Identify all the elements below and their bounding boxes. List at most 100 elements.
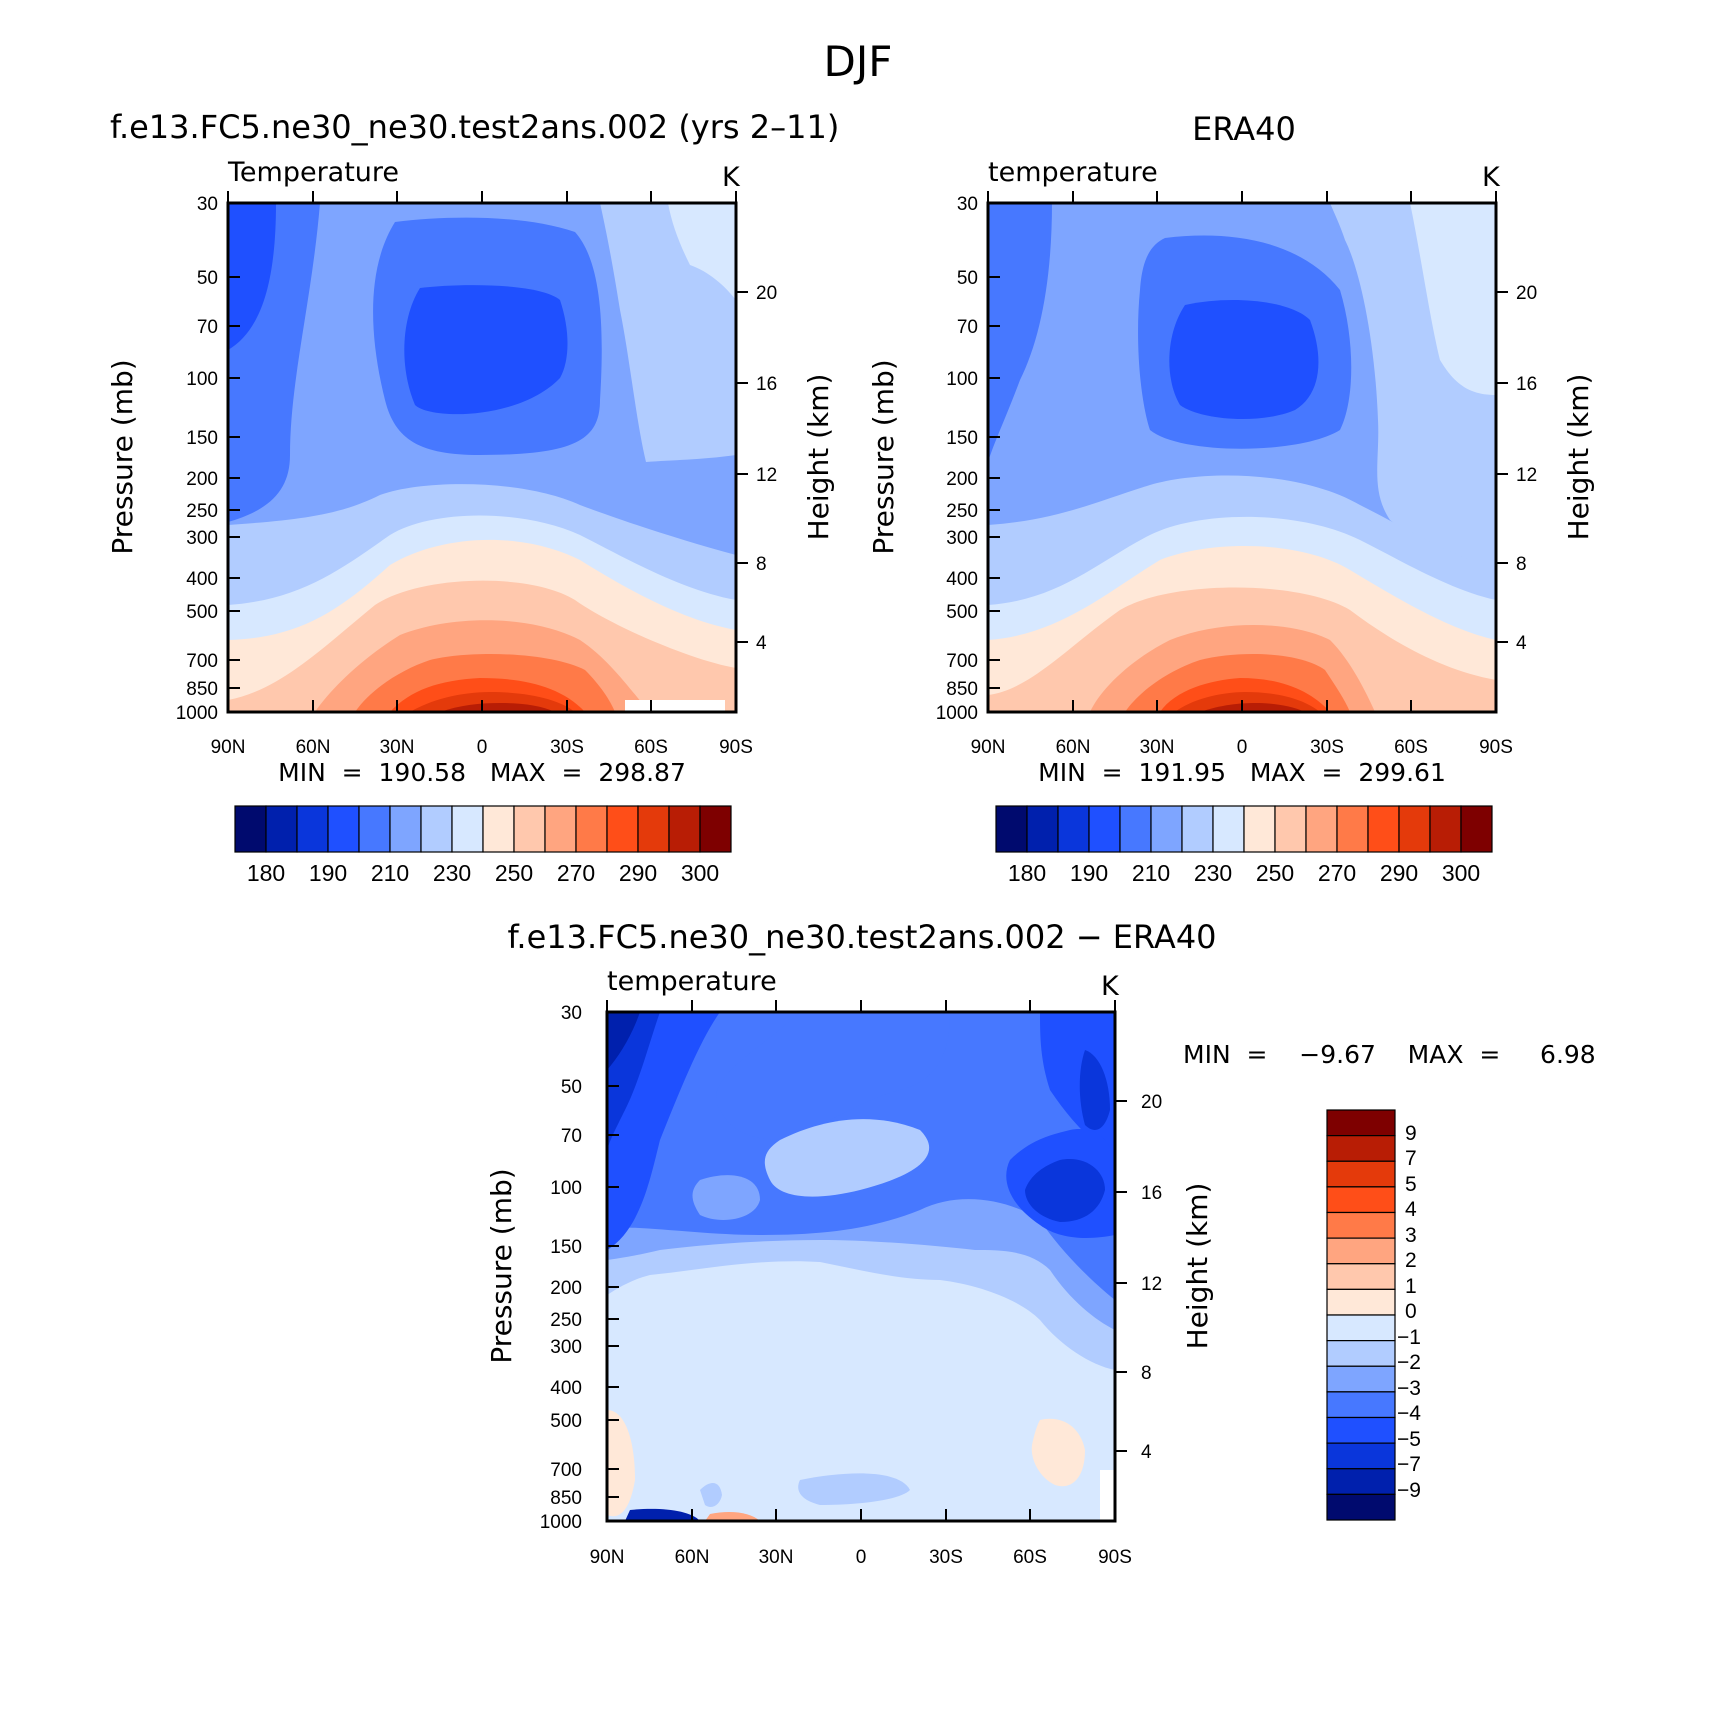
colorbar-tick-label: 270 [1318, 860, 1356, 886]
contour-fill-m9-nh [607, 1012, 640, 1070]
y2-tick-label: 8 [1141, 1363, 1152, 1384]
colorbar-swatch [1326, 1186, 1396, 1214]
y-tick-label: 400 [946, 569, 978, 590]
colorbar-swatch [1088, 805, 1121, 853]
colorbar-tick-label: 0 [1405, 1300, 1417, 1323]
y-tick-label: 30 [957, 194, 978, 215]
contour-fill-210-nh [988, 203, 1052, 462]
contour-fill-240-sh [1410, 203, 1496, 395]
colorbar-swatch [234, 805, 267, 853]
colorbar-swatch [327, 805, 360, 853]
colorbar-swatch [1326, 1263, 1396, 1290]
x-tick-label: 60N [296, 737, 331, 758]
colorbar-tick-label: −5 [1397, 1428, 1421, 1451]
panel-era40-title: ERA40 [1192, 110, 1296, 148]
y-tick-label: 1000 [936, 703, 978, 724]
colorbar-swatch [1326, 1237, 1396, 1265]
x-tick-label: 0 [1237, 737, 1248, 758]
x-tick-label: 30S [929, 1547, 963, 1568]
panel-model-title: f.e13.FC5.ne30_ne30.test2ans.002 (yrs 2–… [110, 108, 839, 146]
contour-fill-0-1-sh [1031, 1418, 1085, 1487]
colorbar-swatch [1326, 1468, 1396, 1495]
colorbar-tick-label: 1 [1405, 1275, 1417, 1298]
colorbar-swatch [544, 805, 577, 853]
colorbar-swatch [1336, 805, 1369, 853]
y-tick-label: 50 [561, 1077, 582, 1098]
y-tick-label: 200 [550, 1278, 582, 1299]
colorbar-swatch [1181, 805, 1214, 853]
missing-data-gap [625, 700, 725, 712]
y-tick-label: 400 [550, 1378, 582, 1399]
colorbar-swatch [1326, 1416, 1396, 1444]
colorbar-model: 180 190 210 230 250 270 290 300 [234, 805, 732, 886]
y2-tick-label: 4 [1141, 1442, 1152, 1463]
x-tick-label: 60N [675, 1547, 710, 1568]
colorbar-tick-label: 210 [371, 860, 409, 886]
y-tick-label: 500 [946, 602, 978, 623]
contour-fill-m4-upper [716, 1012, 950, 1140]
colorbar-swatch [668, 805, 701, 853]
figure-title: DJF [824, 37, 893, 86]
y2-tick-label: 20 [756, 283, 777, 304]
y2-axis-label: Height (km) [1181, 1183, 1214, 1350]
colorbar-swatch [451, 805, 484, 853]
y2-tick-label: 16 [1141, 1183, 1162, 1204]
colorbar-swatch [1326, 1211, 1396, 1239]
panel-model-variable: Temperature [227, 157, 399, 188]
y2-tick-label: 20 [1516, 283, 1537, 304]
colorbar-tick-label: −2 [1397, 1351, 1421, 1374]
y-tick-label: 30 [197, 194, 218, 215]
colorbar-swatch [1326, 1160, 1396, 1188]
contour-fill-2-sfc [705, 1512, 760, 1521]
contour-fill-200-nh [228, 203, 276, 350]
y-tick-label: 700 [946, 651, 978, 672]
colorbar-tick-label: 4 [1405, 1198, 1417, 1221]
y2-tick-label: 16 [1516, 374, 1537, 395]
y-tick-label: 100 [550, 1178, 582, 1199]
colorbar-swatch [1026, 805, 1059, 853]
colorbar-swatch [389, 805, 422, 853]
y-tick-label: 300 [550, 1337, 582, 1358]
y-tick-label: 400 [186, 569, 218, 590]
y-tick-label: 150 [550, 1237, 582, 1258]
x-tick-label: 60S [634, 737, 668, 758]
colorbar-swatch [1326, 1288, 1396, 1316]
y-tick-label: 200 [186, 469, 218, 490]
y-tick-label: 250 [946, 501, 978, 522]
y-tick-label: 300 [946, 528, 978, 549]
colorbar-swatch [1243, 805, 1276, 853]
panel-model-contours [228, 203, 736, 712]
y2-tick-label: 12 [1516, 465, 1537, 486]
min-max-stats: MIN = 190.58 MAX = 298.87 [278, 758, 686, 787]
x-tick-label: 30N [1140, 737, 1175, 758]
y2-axis-label: Height (km) [1562, 374, 1595, 541]
colorbar-swatch [482, 805, 515, 853]
x-tick-label: 90S [1098, 1547, 1132, 1568]
colorbar-swatch [1326, 1314, 1396, 1342]
colorbar-tick-label: 7 [1405, 1147, 1417, 1170]
min-max-stats: MIN = 191.95 MAX = 299.61 [1038, 758, 1446, 787]
panel-model: f.e13.FC5.ne30_ne30.test2ans.002 (yrs 2–… [106, 108, 839, 886]
x-tick-label: 0 [477, 737, 488, 758]
y-tick-label: 1000 [540, 1512, 582, 1533]
colorbar-tick-label: 2 [1405, 1249, 1417, 1272]
x-tick-label: 90N [590, 1547, 625, 1568]
colorbar-tick-label: 270 [557, 860, 595, 886]
panel-model-units: K [722, 162, 741, 193]
y-tick-label: 850 [186, 679, 218, 700]
colorbar-tick-label: 190 [309, 860, 347, 886]
y-tick-label: 100 [186, 369, 218, 390]
colorbar-swatch [1326, 1365, 1396, 1393]
colorbar-swatch [1150, 805, 1183, 853]
y-tick-label: 30 [561, 1003, 582, 1024]
y-tick-label: 1000 [176, 703, 218, 724]
x-tick-label: 90S [1479, 737, 1513, 758]
y-tick-label: 500 [186, 602, 218, 623]
colorbar-swatch [513, 805, 546, 853]
y2-tick-label: 16 [756, 374, 777, 395]
y-tick-label: 850 [946, 679, 978, 700]
y-tick-label: 700 [186, 651, 218, 672]
colorbar-difference: 9 7 5 4 3 2 1 0 −1 −2 −3 −4 −5 −7 −9 [1326, 1109, 1421, 1521]
colorbar-swatch [1460, 805, 1493, 853]
colorbar-tick-label: 180 [1008, 860, 1046, 886]
